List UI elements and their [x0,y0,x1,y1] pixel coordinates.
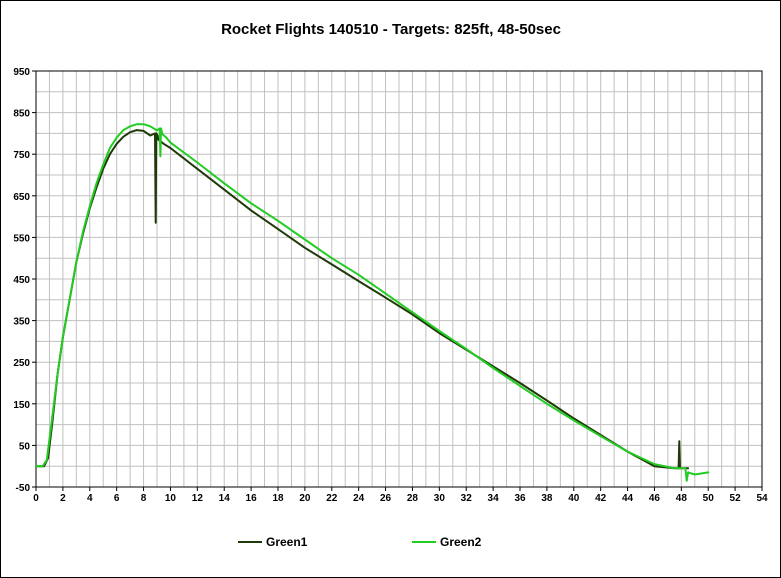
y-tick-label: 350 [13,317,30,328]
x-tick-label: 46 [649,493,661,504]
y-tick-label: 150 [13,400,30,411]
x-tick-label: 6 [114,493,120,504]
y-tick-label: 950 [13,67,30,78]
y-tick-label: 450 [13,275,30,286]
x-tick-label: 10 [165,493,177,504]
x-tick-label: 12 [192,493,204,504]
gridlines [36,71,762,487]
x-tick-label: 0 [33,493,39,504]
x-tick-label: 38 [541,493,553,504]
x-tick-label: 20 [299,493,311,504]
x-tick-label: 26 [380,493,392,504]
x-tick-label: 54 [756,493,768,504]
x-tick-label: 52 [730,493,742,504]
x-tick-label: 24 [353,493,365,504]
x-tick-label: 44 [622,493,634,504]
x-tick-label: 40 [568,493,580,504]
x-tick-label: 8 [141,493,147,504]
x-tick-label: 48 [676,493,688,504]
x-tick-label: 14 [219,493,231,504]
chart-title: Rocket Flights 140510 - Targets: 825ft, … [221,21,561,38]
x-tick-label: 16 [246,493,258,504]
series-line-green1 [35,129,690,470]
y-tick-label: 750 [13,150,30,161]
y-tick-label: 50 [19,441,31,452]
x-axis-ticks: 0 2 4 6 8 10 12 14 16 18 20 22 24 26 28 30 32 34 36 38 40 42 4… [33,487,768,504]
y-tick-label: 850 [13,109,30,120]
x-tick-label: 32 [461,493,473,504]
x-tick-label: 4 [87,493,93,504]
y-tick-label: 650 [13,192,30,203]
series-lines [35,123,710,482]
y-tick-label: 250 [13,358,30,369]
x-tick-label: 2 [60,493,66,504]
legend-label-green2: Green2 [440,535,482,549]
x-tick-label: 18 [272,493,284,504]
x-tick-label: 22 [326,493,338,504]
y-axis-ticks: 950 850 750 650 550 450 350 250 150 50 -50 [13,67,36,494]
legend: Green1 Green2 [238,535,482,549]
x-tick-label: 36 [514,493,526,504]
x-tick-label: 50 [703,493,715,504]
y-tick-label: -50 [16,483,31,494]
y-tick-label: 550 [13,233,30,244]
x-tick-label: 30 [434,493,446,504]
legend-label-green1: Green1 [266,535,308,549]
x-tick-label: 34 [488,493,500,504]
x-tick-label: 28 [407,493,419,504]
series-line-green2 [35,123,710,482]
x-tick-label: 42 [595,493,607,504]
